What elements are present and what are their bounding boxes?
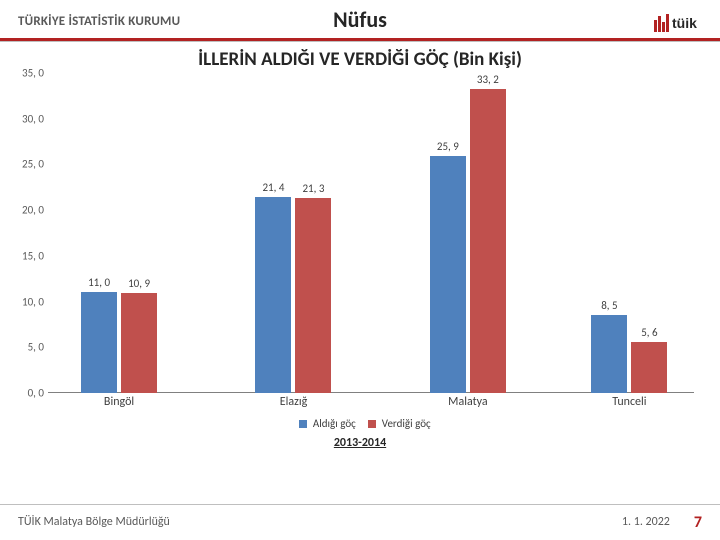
x-axis: Bingöl Elazığ Malatya Tunceli bbox=[48, 393, 694, 413]
chart-container: İLLERİN ALDIĞI VE VERDİĞİ GÖÇ (Bin Kişi)… bbox=[0, 42, 720, 450]
plot-area: 0, 05, 010, 015, 020, 025, 030, 035, 011… bbox=[48, 73, 694, 393]
x-tick-label: Malatya bbox=[448, 395, 487, 409]
bar-group: 21, 421, 3 bbox=[255, 197, 331, 393]
bar-group: 8, 55, 6 bbox=[591, 315, 667, 393]
bar-value-label: 8, 5 bbox=[601, 299, 617, 312]
bar: 21, 4 bbox=[255, 197, 291, 393]
y-tick: 30, 0 bbox=[18, 112, 44, 125]
x-tick-label: Bingöl bbox=[104, 395, 134, 409]
bar-value-label: 25, 9 bbox=[437, 140, 459, 153]
bar-value-label: 33, 2 bbox=[477, 73, 499, 86]
bar-value-label: 10, 9 bbox=[128, 277, 150, 290]
bar: 5, 6 bbox=[631, 342, 667, 393]
bar-value-label: 21, 4 bbox=[262, 181, 284, 194]
chart-period: 2013-2014 bbox=[18, 436, 702, 450]
footer-date: 1. 1. 2022 bbox=[622, 515, 670, 529]
bar-value-label: 5, 6 bbox=[641, 326, 657, 339]
chart-legend: Aldığı göç Verdiği göç bbox=[18, 417, 702, 430]
legend-swatch-1 bbox=[368, 420, 376, 428]
legend-swatch-0 bbox=[299, 420, 307, 428]
page-number: 7 bbox=[694, 513, 702, 532]
bar: 21, 3 bbox=[295, 198, 331, 393]
page-title: Nüfus bbox=[333, 6, 387, 33]
y-tick: 10, 0 bbox=[18, 295, 44, 308]
tuik-logo: tüik bbox=[654, 10, 702, 32]
chart-title: İLLERİN ALDIĞI VE VERDİĞİ GÖÇ (Bin Kişi) bbox=[18, 48, 702, 71]
y-tick: 5, 0 bbox=[18, 341, 44, 354]
x-tick-label: Tunceli bbox=[612, 395, 646, 409]
bar: 25, 9 bbox=[430, 156, 466, 393]
footer-left: TÜİK Malatya Bölge Müdürlüğü bbox=[18, 515, 170, 529]
footer-rule bbox=[0, 504, 720, 505]
y-tick: 0, 0 bbox=[18, 387, 44, 400]
y-tick: 15, 0 bbox=[18, 249, 44, 262]
header-bar: TÜRKİYE İSTATİSTİK KURUMU Nüfus tüik bbox=[0, 0, 720, 38]
bar: 10, 9 bbox=[121, 293, 157, 393]
y-tick: 20, 0 bbox=[18, 204, 44, 217]
svg-text:tüik: tüik bbox=[672, 15, 697, 31]
bar: 8, 5 bbox=[591, 315, 627, 393]
org-name: TÜRKİYE İSTATİSTİK KURUMU bbox=[18, 14, 180, 29]
bar-group: 11, 010, 9 bbox=[81, 292, 157, 393]
bar-group: 25, 933, 2 bbox=[430, 89, 506, 393]
footer: TÜİK Malatya Bölge Müdürlüğü 1. 1. 2022 … bbox=[0, 504, 720, 540]
bar: 33, 2 bbox=[470, 89, 506, 393]
bar-value-label: 11, 0 bbox=[88, 276, 110, 289]
x-tick-label: Elazığ bbox=[280, 395, 308, 409]
chart-plot: 0, 05, 010, 015, 020, 025, 030, 035, 011… bbox=[48, 73, 694, 413]
legend-label-0: Aldığı göç bbox=[313, 417, 356, 430]
y-tick: 25, 0 bbox=[18, 158, 44, 171]
bar-value-label: 21, 3 bbox=[302, 182, 324, 195]
bar: 11, 0 bbox=[81, 292, 117, 393]
legend-label-1: Verdiği göç bbox=[382, 417, 431, 430]
y-tick: 35, 0 bbox=[18, 67, 44, 80]
